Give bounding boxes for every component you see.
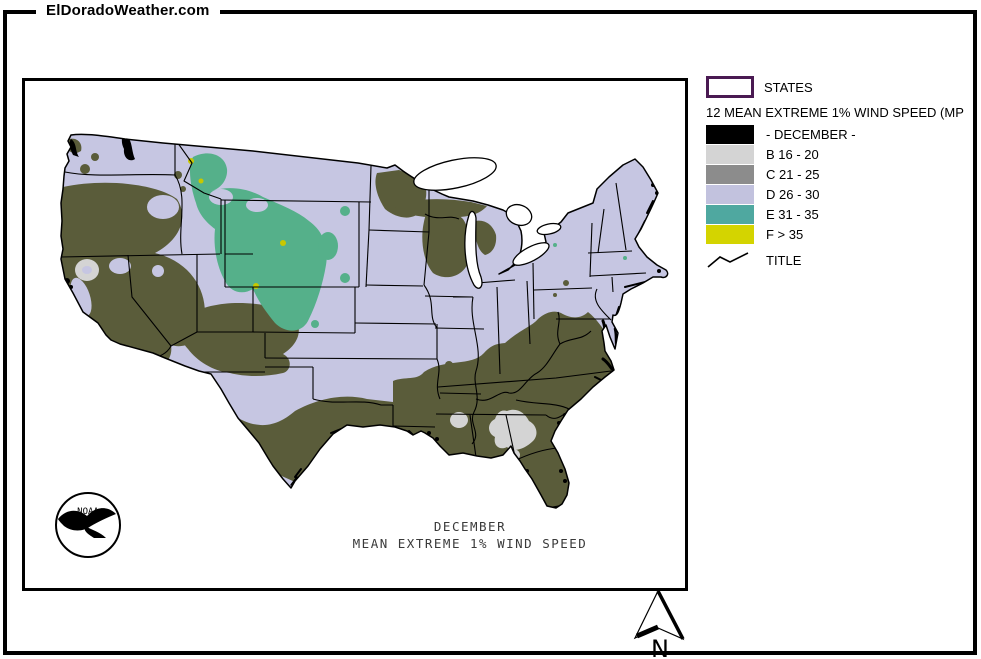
legend-swatch-b	[706, 145, 754, 164]
title-label: TITLE	[766, 252, 802, 268]
legend-panel: STATES 12 MEAN EXTREME 1% WIND SPEED (MP…	[706, 76, 978, 271]
north-label: N	[651, 635, 669, 659]
title-legend-row: TITLE	[706, 250, 978, 270]
map-regions	[61, 134, 668, 509]
legend-heading: 12 MEAN EXTREME 1% WIND SPEED (MP	[706, 105, 964, 120]
legend-swatch-e	[706, 205, 754, 224]
legend-label: - DECEMBER -	[766, 127, 856, 142]
map-caption-line2: MEAN EXTREME 1% WIND SPEED	[353, 536, 588, 551]
states-label: STATES	[764, 79, 813, 95]
legend-swatch-d	[706, 185, 754, 204]
page-border	[3, 10, 977, 655]
great-lakes	[413, 157, 562, 289]
map-caption-line1: DECEMBER	[434, 519, 506, 534]
noaa-text: NOAA	[77, 507, 99, 517]
map-frame: NOAA DECEMBER MEAN EXTREME 1% WIND SPEED	[22, 78, 688, 591]
site-title: ElDoradoWeather.com	[36, 2, 220, 19]
title-line-icon	[707, 252, 749, 268]
legend-swatch-f	[706, 225, 754, 244]
north-arrow-icon: N	[633, 589, 685, 659]
legend-label: B 16 - 20	[766, 147, 819, 162]
legend-label: C 21 - 25	[766, 167, 820, 182]
us-wind-speed-map: NOAA DECEMBER MEAN EXTREME 1% WIND SPEED	[55, 133, 669, 558]
legend-label: F > 35	[766, 227, 804, 242]
noaa-logo: NOAA	[55, 492, 121, 558]
states-legend-row: STATES	[706, 76, 978, 98]
legend-row: C 21 - 25	[706, 165, 978, 184]
legend-row: - DECEMBER -	[706, 125, 978, 144]
legend-row: D 26 - 30	[706, 185, 978, 204]
states-box-swatch	[706, 76, 754, 98]
legend-swatch-december	[706, 125, 754, 144]
legend-label: D 26 - 30	[766, 187, 820, 202]
legend-swatch-c	[706, 165, 754, 184]
legend-row: F > 35	[706, 225, 978, 244]
legend-label: E 31 - 35	[766, 207, 819, 222]
legend-row: B 16 - 20	[706, 145, 978, 164]
us-outline	[60, 133, 669, 509]
legend-row: E 31 - 35	[706, 205, 978, 224]
